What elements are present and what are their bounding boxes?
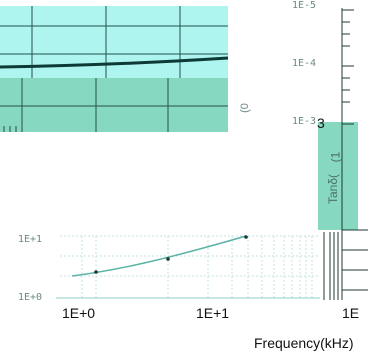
x-tick-cut: 1E bbox=[342, 305, 360, 321]
frequency-plot bbox=[56, 235, 320, 299]
middle-y-axis-label: (0 bbox=[238, 103, 251, 113]
tan-delta-axis-label: Tanδ( bbox=[326, 173, 341, 205]
right-panel bbox=[318, 8, 368, 300]
y-tick-1e-4: 1E-4 bbox=[292, 58, 317, 69]
y-tick-1e1: 1E+1 bbox=[18, 234, 43, 245]
frequency-point-2 bbox=[166, 257, 170, 261]
upper-teal-band bbox=[0, 78, 228, 132]
right-axis-ticks bbox=[342, 9, 368, 291]
upper-cut-ticks bbox=[3, 126, 17, 132]
frequency-plot-gridlines bbox=[60, 235, 318, 298]
x-axis-label: Frequency(kHz) bbox=[254, 335, 354, 351]
y-tick-1e-5: 1E-5 bbox=[292, 0, 317, 11]
frequency-point-3 bbox=[244, 235, 248, 239]
upper-gridlines bbox=[0, 6, 228, 132]
y-tick-1e0: 1E+0 bbox=[18, 292, 43, 303]
upper-dark-curve bbox=[0, 56, 229, 69]
frequency-series-line bbox=[71, 235, 247, 277]
right-teal-band bbox=[318, 122, 358, 230]
upper-panel bbox=[0, 6, 229, 132]
cut-fragment-3: 3 bbox=[317, 115, 325, 131]
y-tick-1e-3: 1E-3 bbox=[292, 116, 317, 127]
x-tick-1e1: 1E+1 bbox=[196, 305, 230, 321]
frequency-point-1 bbox=[94, 270, 98, 274]
x-tick-1e0: 1E+0 bbox=[62, 305, 96, 321]
tan-delta-unit-fragment: (1 bbox=[328, 151, 343, 163]
right-lower-gridlines bbox=[323, 232, 339, 300]
